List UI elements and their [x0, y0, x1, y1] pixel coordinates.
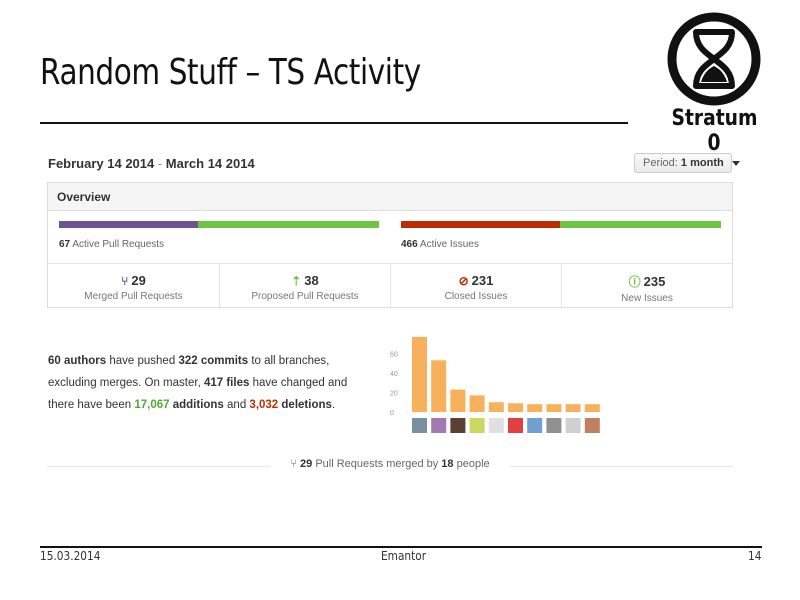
date-range: February 14 2014 - March 14 2014 [48, 156, 255, 171]
stat-value: 38 [304, 273, 319, 288]
stat-merged-prs[interactable]: ⑂ 29 Merged Pull Requests [48, 264, 220, 309]
contributor-bar[interactable] [469, 395, 485, 412]
stat-value: 29 [131, 273, 146, 288]
additions-count: 17,067 [134, 399, 170, 411]
period-dropdown[interactable]: Period: 1 month [634, 153, 740, 173]
y-tick-label: 60 [390, 352, 398, 359]
summary-text: have changed and there have been [48, 377, 348, 411]
contributor-bar[interactable] [546, 404, 562, 412]
summary-text: and [223, 399, 250, 411]
contributor-avatar[interactable] [565, 418, 581, 433]
stratum0-logo: Stratum 0 [664, 12, 764, 156]
summary-text: to all branches, excluding merges. On ma… [48, 355, 330, 389]
stat-label: Merged Pull Requests [84, 291, 183, 302]
merged-count: 29 [300, 458, 313, 470]
slide-title: Random Stuff – TS Activity [40, 52, 421, 93]
contributor-avatar[interactable] [450, 418, 466, 433]
stat-label: Proposed Pull Requests [251, 291, 359, 302]
footer-author: Emantor [381, 549, 427, 563]
issue-closed-icon: ⊘ [458, 274, 469, 288]
stat-value: 235 [643, 274, 666, 289]
deletions-word: deletions [281, 399, 332, 411]
stats-row: ⑂ 29 Merged Pull Requests ⇡ 38 Proposed Pu… [48, 263, 732, 309]
contributor-bar[interactable] [488, 402, 504, 412]
overview-header: Overview [48, 183, 732, 211]
commits-count[interactable]: 322 commits [178, 355, 249, 367]
date-separator: - [154, 156, 166, 171]
footer-page-number: 14 [748, 549, 762, 563]
stat-new-issues[interactable]: ⓘ 235 New Issues [562, 264, 732, 309]
active-issues-count: 466 [401, 239, 418, 250]
contributor-avatar[interactable] [508, 418, 523, 433]
merged-text: people [453, 458, 490, 470]
contributor-avatar[interactable] [527, 418, 543, 433]
contributor-avatar[interactable] [584, 418, 600, 433]
active-issues-label[interactable]: 466 Active Issues [401, 239, 479, 250]
logo-text: Stratum 0 [671, 106, 758, 156]
footer-date: 15.03.2014 [40, 549, 101, 563]
authors-count[interactable]: 60 authors [48, 355, 107, 367]
commit-summary: 60 authors have pushed 322 commits to al… [48, 350, 368, 416]
stat-value: 231 [471, 273, 494, 288]
issue-bar-new[interactable] [560, 221, 721, 228]
merge-icon: ⑂ [121, 274, 129, 288]
contributor-avatar[interactable] [546, 418, 562, 433]
files-count[interactable]: 417 files [203, 377, 250, 389]
active-prs-label[interactable]: 67 Active Pull Requests [59, 239, 164, 250]
title-divider [40, 122, 628, 124]
contributor-bar[interactable] [450, 389, 466, 412]
y-tick-label: 20 [390, 391, 398, 398]
contributor-bar[interactable] [508, 403, 523, 412]
contributors-bar-chart: 0 20 40 60 [390, 336, 600, 433]
contributor-avatar[interactable] [431, 418, 447, 433]
merged-summary: ⑂ 29 Pull Requests merged by 18 people [270, 458, 510, 470]
date-start: February 14 2014 [48, 156, 155, 171]
deletions-count: 3,032 [249, 399, 279, 411]
contributor-avatar[interactable] [488, 418, 504, 433]
date-end: March 14 2014 [165, 156, 255, 171]
merged-text: Pull Requests merged by [312, 458, 442, 470]
issue-opened-icon: ⓘ [628, 275, 641, 289]
stat-label: Closed Issues [444, 291, 508, 302]
merged-people: 18 [441, 458, 454, 470]
period-label: Period: [643, 157, 678, 169]
chevron-down-icon [731, 160, 740, 166]
contributor-avatar[interactable] [469, 418, 485, 433]
stat-label: New Issues [621, 293, 673, 304]
pr-bar-merged[interactable] [59, 221, 198, 228]
issue-bar-closed[interactable] [401, 221, 560, 228]
y-tick-label: 40 [390, 371, 398, 378]
contributor-bar[interactable] [412, 336, 427, 412]
merge-icon: ⑂ [290, 458, 297, 470]
active-prs-count: 67 [59, 239, 71, 250]
footer-divider [40, 546, 762, 548]
contributor-bar[interactable] [527, 404, 543, 412]
contributor-avatar[interactable] [412, 418, 427, 433]
contributor-bar[interactable] [584, 404, 600, 412]
contributor-bar[interactable] [565, 404, 581, 412]
summary-text: . [331, 399, 336, 411]
stat-proposed-prs[interactable]: ⇡ 38 Proposed Pull Requests [220, 264, 391, 309]
additions-word: additions [172, 399, 224, 411]
contributor-bar[interactable] [431, 360, 447, 412]
hourglass-icon [667, 12, 761, 106]
active-prs-text: Active Pull Requests [72, 239, 165, 250]
pr-bar-proposed[interactable] [198, 221, 379, 228]
y-tick-label: 0 [390, 410, 394, 417]
stat-closed-issues[interactable]: ⊘ 231 Closed Issues [391, 264, 562, 309]
overview-panel: Overview 67 Active Pull Requests 466 Act… [47, 182, 733, 309]
active-issues-text: Active Issues [419, 239, 479, 250]
pull-request-icon: ⇡ [291, 274, 302, 288]
summary-text: have pushed [106, 355, 179, 367]
period-value: 1 month [680, 157, 724, 169]
